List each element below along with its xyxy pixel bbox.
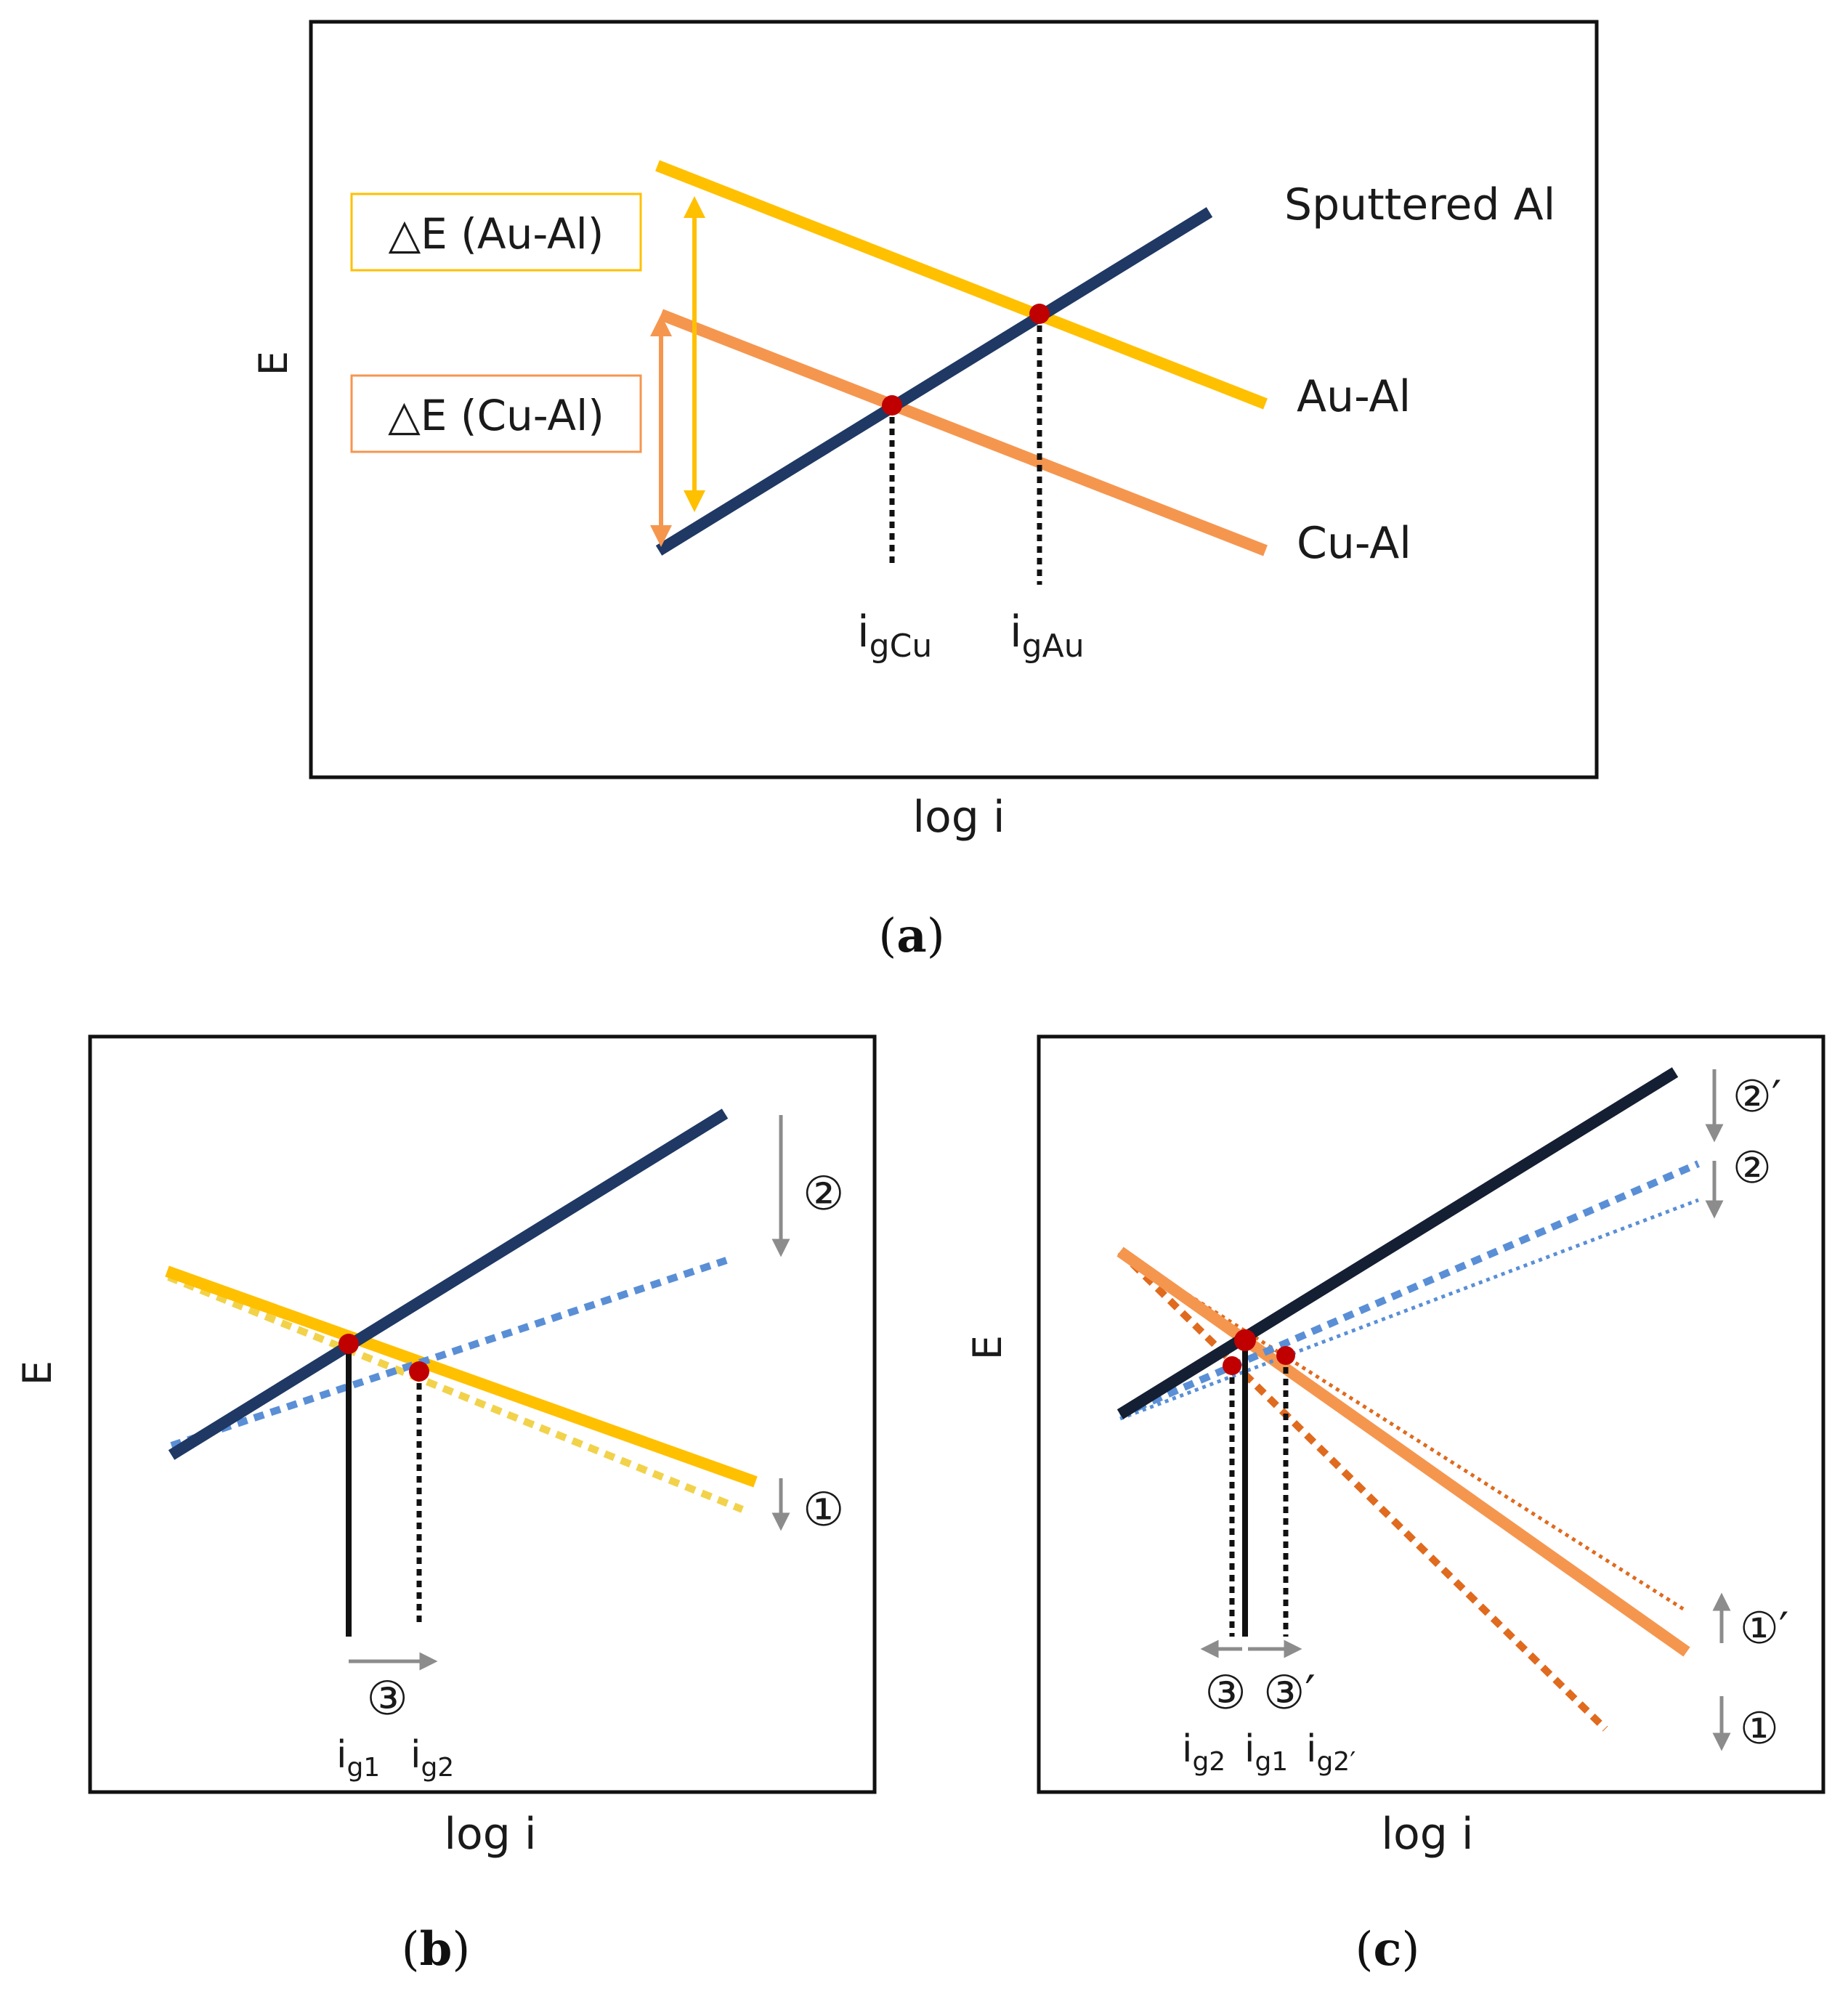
- cu-al-line: [659, 309, 1268, 556]
- panel-c-x-axis-label: log i: [1381, 1809, 1473, 1860]
- panel-b-caption: (b): [402, 1922, 471, 1977]
- intersection-g2p-point-c: [1276, 1346, 1295, 1365]
- panel-b-frame: [88, 1034, 877, 1794]
- sputtered-al-label: Sputtered Al: [1284, 179, 1555, 230]
- delta-e-cu-box: [350, 374, 642, 453]
- igau-label: igAu: [1010, 607, 1085, 665]
- delta-e-au-box: [350, 192, 642, 272]
- panel-a: E log i △E (Au-Al) △E (Cu-Al) Sputtered …: [251, 20, 1599, 963]
- step1p-marker-c: ①′: [1740, 1603, 1788, 1654]
- panel-b-x-axis-label: log i: [444, 1809, 536, 1860]
- step2-marker-c: ②: [1732, 1143, 1772, 1193]
- panel-a-frame: [309, 20, 1599, 779]
- panel-c-frame: [1037, 1034, 1825, 1794]
- intersection-cu-point: [882, 395, 902, 416]
- cu-al-label: Cu-Al: [1297, 518, 1411, 569]
- ig2-label: ig2: [410, 1733, 454, 1783]
- panel-c: E log i ③ ③′ ig2 ig1 ig2′: [965, 1034, 1825, 1977]
- delta-e-au-label: △E (Au-Al): [389, 209, 604, 259]
- orange-dotted-line: [1117, 1249, 1608, 1732]
- step3p-marker-c: ③′: [1263, 1666, 1316, 1720]
- intersection-g2-point: [409, 1361, 429, 1382]
- intersection-g1-point-c: [1234, 1329, 1256, 1351]
- ig2p-label-c: ig2′: [1306, 1727, 1355, 1777]
- panel-a-x-axis-label: log i: [912, 792, 1005, 843]
- panel-b: E log i ③ ig1 ig2 ② ① (b): [15, 1034, 877, 1977]
- panel-c-caption: (c): [1355, 1922, 1420, 1977]
- delta-e-cu-label: △E (Cu-Al): [388, 391, 604, 440]
- intersection-g2-point-c: [1223, 1356, 1241, 1375]
- au-al-line: [655, 160, 1268, 410]
- ig2-label-c: ig2: [1182, 1727, 1225, 1777]
- au-al-label: Au-Al: [1297, 371, 1411, 422]
- step2p-marker-c: ②′: [1732, 1071, 1781, 1122]
- step3-marker: ③: [366, 1672, 408, 1726]
- step2-marker: ②: [803, 1167, 844, 1221]
- blue-dotted-line: [1119, 1160, 1700, 1419]
- panel-a-y-axis-label: E: [251, 351, 296, 376]
- orange-line: [1116, 1247, 1690, 1657]
- sputtered-al-line: [655, 207, 1213, 556]
- step1-marker: ①: [803, 1483, 844, 1537]
- step1-marker-c: ①: [1740, 1703, 1779, 1754]
- panel-c-y-axis-label: E: [965, 1335, 1010, 1360]
- igcu-label: igCu: [857, 607, 932, 665]
- panel-a-caption: (a): [878, 909, 944, 963]
- intersection-au-point: [1029, 304, 1050, 324]
- panel-b-y-axis-label: E: [15, 1361, 60, 1385]
- navy-line: [168, 1109, 729, 1460]
- ig1-label: ig1: [336, 1733, 380, 1783]
- step3-marker-c: ③: [1204, 1666, 1246, 1720]
- navy-line-c: [1116, 1067, 1679, 1419]
- intersection-g1-point: [339, 1334, 359, 1354]
- shifted-gold-dotted-line: [167, 1273, 744, 1513]
- gold-line: [165, 1265, 758, 1488]
- ig1-label-c: ig1: [1244, 1727, 1288, 1777]
